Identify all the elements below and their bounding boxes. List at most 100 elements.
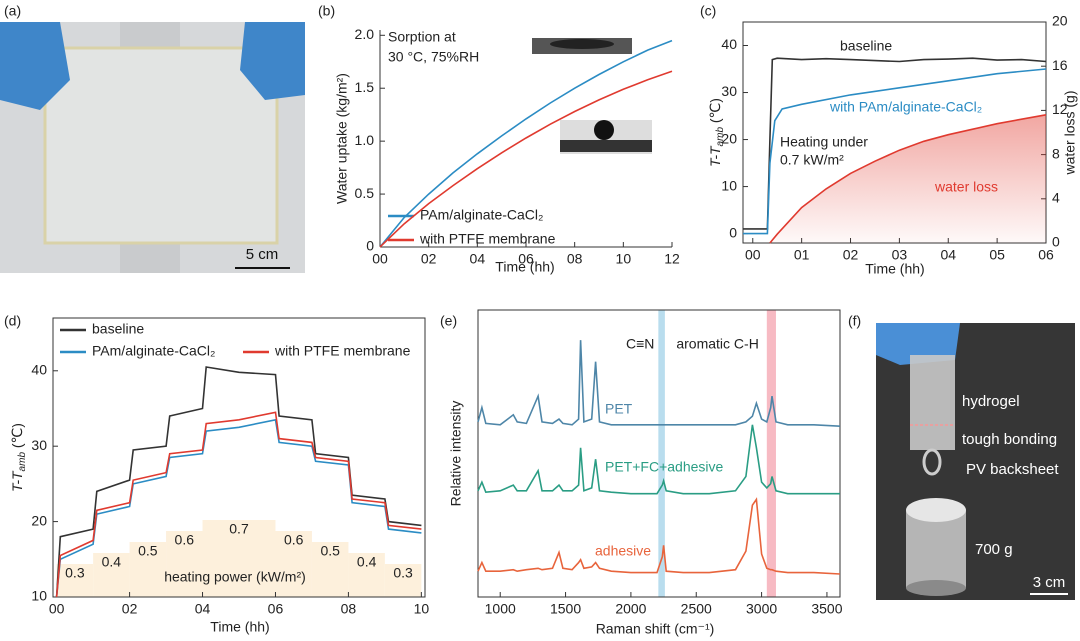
y-tick-label: 30 [31, 437, 47, 453]
y2-tick-label: 4 [1052, 190, 1060, 206]
axis-label-sub: amb [715, 127, 726, 147]
axis-label-main: T-T [707, 145, 723, 167]
series-label: water loss [934, 179, 998, 195]
axis-label-sub: amb [17, 452, 28, 472]
y-tick-label: 40 [31, 361, 47, 377]
y-tick-label: 20 [31, 512, 47, 528]
panel-label: (c) [700, 3, 716, 19]
y-tick-label: 0 [366, 238, 374, 254]
heating-power-label: 0.7 [229, 521, 249, 537]
axis-label: Time (hh) [495, 259, 554, 275]
highlight-band [766, 310, 776, 597]
y-tick-label: 40 [721, 36, 737, 52]
heating-power-step [348, 553, 385, 597]
area [769, 114, 1046, 243]
x-tick-label: 3000 [746, 601, 777, 617]
legend-label: PAm/alginate-CaCl₂ [420, 207, 543, 223]
series-label: PET+FC+adhesive [605, 459, 723, 475]
photo-f [876, 323, 1075, 600]
x-tick-label: 02 [122, 601, 138, 617]
series-line [743, 68, 1047, 235]
legend-label: with PTFE membrane [419, 231, 556, 247]
axis-label: water loss (g) [1062, 90, 1078, 175]
heating-power-label: 0.5 [320, 543, 340, 559]
heating-power-label: 0.6 [284, 532, 304, 548]
x-tick-label: 04 [470, 251, 486, 267]
photo-annotation: 700 g [975, 541, 1013, 558]
band-label: C≡N [626, 336, 654, 352]
series-line [743, 57, 1047, 230]
x-tick-label: 01 [794, 247, 810, 263]
y-tick-label: 1.5 [355, 79, 375, 95]
y-tick-label: 2.0 [355, 26, 375, 42]
axis-label: Water uptake (kg/m²) [334, 73, 350, 204]
y-tick-label: 0.5 [355, 185, 375, 201]
legend-label: baseline [92, 321, 144, 337]
y-tick-label: 0 [729, 224, 737, 240]
axis-label: Time (hh) [210, 619, 269, 635]
x-tick-label: 08 [341, 601, 357, 617]
heating-power-step [275, 531, 312, 597]
series-line [379, 39, 673, 248]
axis-label: Relative intensity [448, 401, 464, 507]
highlight-band [658, 310, 665, 597]
axis-label-main: T-T [9, 470, 25, 492]
y2-tick-label: 0 [1052, 234, 1060, 250]
panel-label: (b) [318, 3, 335, 19]
y2-tick-label: 16 [1052, 57, 1068, 73]
x-tick-label: 1000 [485, 601, 516, 617]
photo-a [0, 22, 305, 273]
x-tick-label: 06 [1038, 247, 1054, 263]
x-tick-label: 12 [664, 251, 680, 267]
photo-annotation: PV backsheet [966, 461, 1059, 478]
y-tick-label: 30 [721, 83, 737, 99]
series-label: baseline [840, 38, 892, 54]
band-label: aromatic C-H [676, 336, 758, 352]
x-tick-label: 02 [421, 251, 437, 267]
x-tick-label: 03 [892, 247, 908, 263]
panel-label: (e) [440, 313, 457, 329]
heating-power-step [93, 553, 130, 597]
x-tick-label: 2000 [615, 601, 646, 617]
photo-annotation: tough bonding [962, 431, 1057, 448]
y2-tick-label: 20 [1052, 13, 1068, 29]
x-tick-label: 05 [989, 247, 1005, 263]
x-tick-label: 10 [616, 251, 632, 267]
x-tick-label: 00 [49, 601, 65, 617]
axis-label: Time (hh) [865, 261, 924, 277]
x-tick-label: 2500 [681, 601, 712, 617]
series-line [55, 411, 422, 598]
x-tick-label: 3500 [811, 601, 842, 617]
series-line [477, 497, 841, 575]
annotation: 0.7 kW/m² [780, 152, 844, 168]
plot-frame [52, 317, 426, 598]
x-tick-label: 00 [372, 251, 388, 267]
heating-power-title: heating power (kW/m²) [164, 569, 306, 585]
series-line [477, 424, 840, 495]
x-tick-label: 02 [843, 247, 859, 263]
plot-frame [477, 309, 841, 598]
x-tick-label: 08 [567, 251, 583, 267]
annotation: 30 °C, 75%RH [388, 49, 479, 65]
series-line [379, 70, 673, 248]
x-tick-label: 00 [745, 247, 761, 263]
photo-annotation: 5 cm [246, 246, 279, 263]
panel-label: (d) [4, 313, 21, 329]
series-line [769, 114, 1047, 244]
heating-power-step [202, 520, 276, 597]
heating-power-step [384, 564, 422, 597]
y-tick-label: 20 [721, 130, 737, 146]
x-tick-label: 06 [268, 601, 284, 617]
heating-power-label: 0.6 [175, 532, 195, 548]
x-tick-label: 04 [195, 601, 211, 617]
heating-power-label: 0.3 [65, 565, 85, 581]
y-tick-label: 10 [31, 588, 47, 604]
photo-annotation: hydrogel [962, 393, 1020, 410]
y2-tick-label: 12 [1052, 101, 1068, 117]
heating-power-step [166, 531, 203, 597]
y-tick-label: 10 [721, 177, 737, 193]
insets-b [532, 38, 652, 154]
heating-power-step [129, 542, 167, 597]
heating-power-label: 0.4 [357, 554, 377, 570]
